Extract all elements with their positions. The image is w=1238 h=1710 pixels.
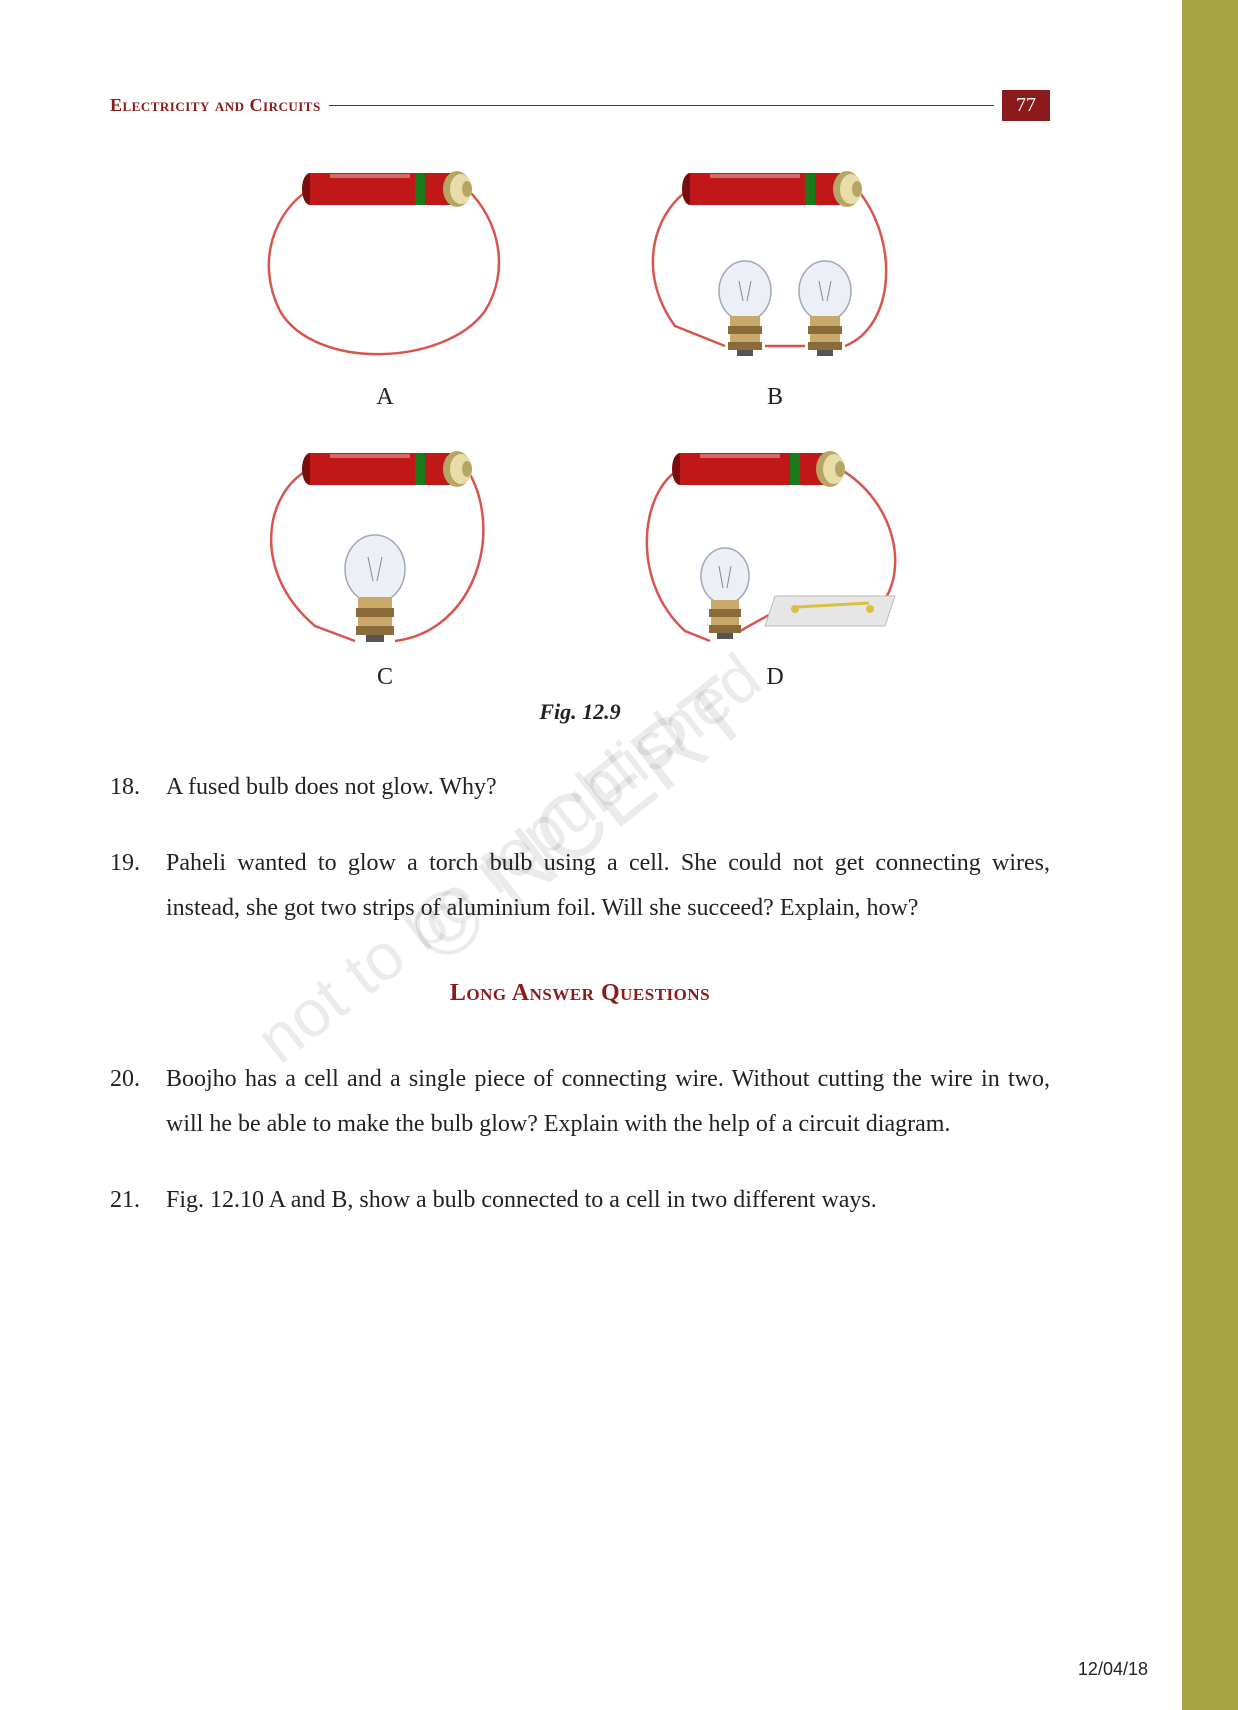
circuit-a: A xyxy=(220,151,550,411)
circuit-d-svg xyxy=(625,431,925,651)
question-20: 20. Boojho has a cell and a single piece… xyxy=(110,1057,1050,1146)
circuit-b-svg xyxy=(625,151,925,371)
question-19: 19. Paheli wanted to glow a torch bulb u… xyxy=(110,841,1050,930)
page-number: 77 xyxy=(1002,90,1050,121)
question-number: 19. xyxy=(110,841,166,930)
page-header: Electricity and Circuits 77 xyxy=(110,90,1050,121)
question-text: Paheli wanted to glow a torch bulb using… xyxy=(166,841,1050,930)
question-number: 18. xyxy=(110,765,166,809)
figure-caption: Fig. 12.9 xyxy=(110,699,1050,725)
circuit-b: B xyxy=(610,151,940,411)
circuit-c-label: C xyxy=(220,664,550,691)
question-text: Fig. 12.10 A and B, show a bulb connecte… xyxy=(166,1178,1050,1222)
chapter-title: Electricity and Circuits xyxy=(110,95,321,116)
circuit-b-label: B xyxy=(610,384,940,411)
question-number: 20. xyxy=(110,1057,166,1146)
question-number: 21. xyxy=(110,1178,166,1222)
question-21: 21. Fig. 12.10 A and B, show a bulb conn… xyxy=(110,1178,1050,1222)
circuit-a-svg xyxy=(235,151,535,371)
circuit-d-label: D xyxy=(610,664,940,691)
section-heading-long-answer: Long Answer Questions xyxy=(110,980,1050,1007)
question-text: A fused bulb does not glow. Why? xyxy=(166,765,1050,809)
page-content: Electricity and Circuits 77 xyxy=(110,90,1050,1254)
circuit-c-svg xyxy=(235,431,535,651)
circuit-figure-grid: A xyxy=(220,151,940,691)
circuit-d: D xyxy=(610,431,940,691)
circuit-c: C xyxy=(220,431,550,691)
question-text: Boojho has a cell and a single piece of … xyxy=(166,1057,1050,1146)
circuit-a-label: A xyxy=(220,384,550,411)
footer-date: 12/04/18 xyxy=(1078,1659,1148,1680)
question-18: 18. A fused bulb does not glow. Why? xyxy=(110,765,1050,809)
right-color-border xyxy=(1182,0,1238,1710)
header-rule xyxy=(329,105,994,107)
